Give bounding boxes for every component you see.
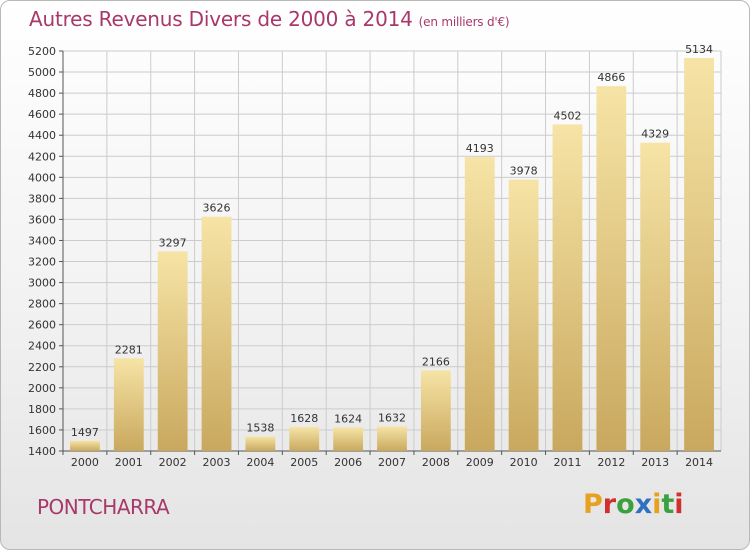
logo-letter: i [652,489,662,520]
x-tick-label: 2008 [422,456,450,469]
bar-2001 [113,358,144,451]
y-tick-label: 3600 [28,213,56,226]
data-label-2003: 3626 [203,202,231,215]
data-label-2009: 4193 [466,142,494,155]
bar-2000 [70,440,100,451]
data-label-2010: 3978 [510,165,538,178]
chart-subtitle: (en milliers d'€) [418,15,510,29]
y-tick-label: 4600 [28,108,56,121]
data-label-2002: 3297 [159,236,187,249]
x-tick-label: 2000 [71,456,99,469]
data-label-2004: 1538 [246,421,274,434]
bar-2013 [640,142,671,451]
chart-title: Autres Revenus Divers de 2000 à 2014 (en … [29,7,510,31]
y-tick-label: 3200 [28,256,56,269]
bar-2007 [377,426,407,451]
bar-2003 [201,216,232,451]
bar-2009 [464,157,495,451]
logo-letter: r [602,489,617,520]
axes: 1400 1600 1800 2000 2200 2400 2600 2800 3000 3200… [28,45,721,469]
data-label-2000: 1497 [71,426,99,439]
y-tick-label: 1800 [28,403,56,416]
y-tick-label: 4800 [28,87,56,100]
bars [70,57,714,452]
proxiti-logo: Proxiti [583,489,684,520]
x-tick-label: 2006 [334,456,362,469]
bar-2008 [420,370,451,451]
x-tick-label: 2013 [641,456,669,469]
data-label-2014: 5134 [685,43,713,56]
data-label-2005: 1628 [290,412,318,425]
y-tick-label: 2600 [28,319,56,332]
y-tick-label: 1400 [28,445,56,458]
x-tick-label: 2002 [159,456,187,469]
y-tick-label: 2200 [28,361,56,374]
x-tick-label: 2009 [466,456,494,469]
x-tick-label: 2001 [115,456,143,469]
y-tick-label: 2800 [28,298,56,311]
data-label-2013: 4329 [641,128,669,141]
bar-2005 [289,427,320,451]
bar-2012 [596,86,627,451]
y-tick-label: 3400 [28,234,56,247]
logo-letter: P [583,489,603,520]
data-label-2001: 2281 [115,343,143,356]
y-tick-label: 4200 [28,150,56,163]
y-tick-label: 5200 [28,45,56,58]
x-tick-label: 2007 [378,456,406,469]
chart-title-text: Autres Revenus Divers de 2000 à 2014 [29,7,413,31]
y-tick-label: 4400 [28,129,56,142]
x-tick-label: 2010 [510,456,538,469]
bar-2010 [508,179,539,451]
bar-2004 [245,436,276,451]
y-tick-label: 1600 [28,424,56,437]
bar-2014 [684,57,714,452]
x-tick-label: 2012 [597,456,625,469]
place-name: PONTCHARRA [37,495,170,519]
logo-letter: t [661,489,675,520]
y-tick-label: 4000 [28,171,56,184]
y-tick-label: 2000 [28,382,56,395]
y-tick-label: 2400 [28,340,56,353]
y-tick-label: 3000 [28,277,56,290]
y-tick-label: 3800 [28,192,56,205]
x-tick-label: 2005 [290,456,318,469]
y-tick-label: 5000 [28,66,56,79]
data-labels: 1497 2281 3297 3626 1538 1628 1624 1632 2166 4193… [71,43,713,439]
bar-2002 [157,251,188,451]
data-label-2012: 4866 [597,71,625,84]
bar-2006 [333,427,364,451]
logo-letter: x [634,489,653,520]
data-label-2008: 2166 [422,355,450,368]
x-tick-label: 2014 [685,456,713,469]
x-tick-label: 2004 [246,456,274,469]
logo-letter: o [616,489,635,520]
bar-2011 [552,124,583,451]
x-tick-label: 2003 [203,456,231,469]
x-tick-label: 2011 [553,456,581,469]
data-label-2007: 1632 [378,412,406,425]
data-label-2011: 4502 [553,109,581,122]
data-label-2006: 1624 [334,412,362,425]
logo-letter: i [674,489,684,520]
